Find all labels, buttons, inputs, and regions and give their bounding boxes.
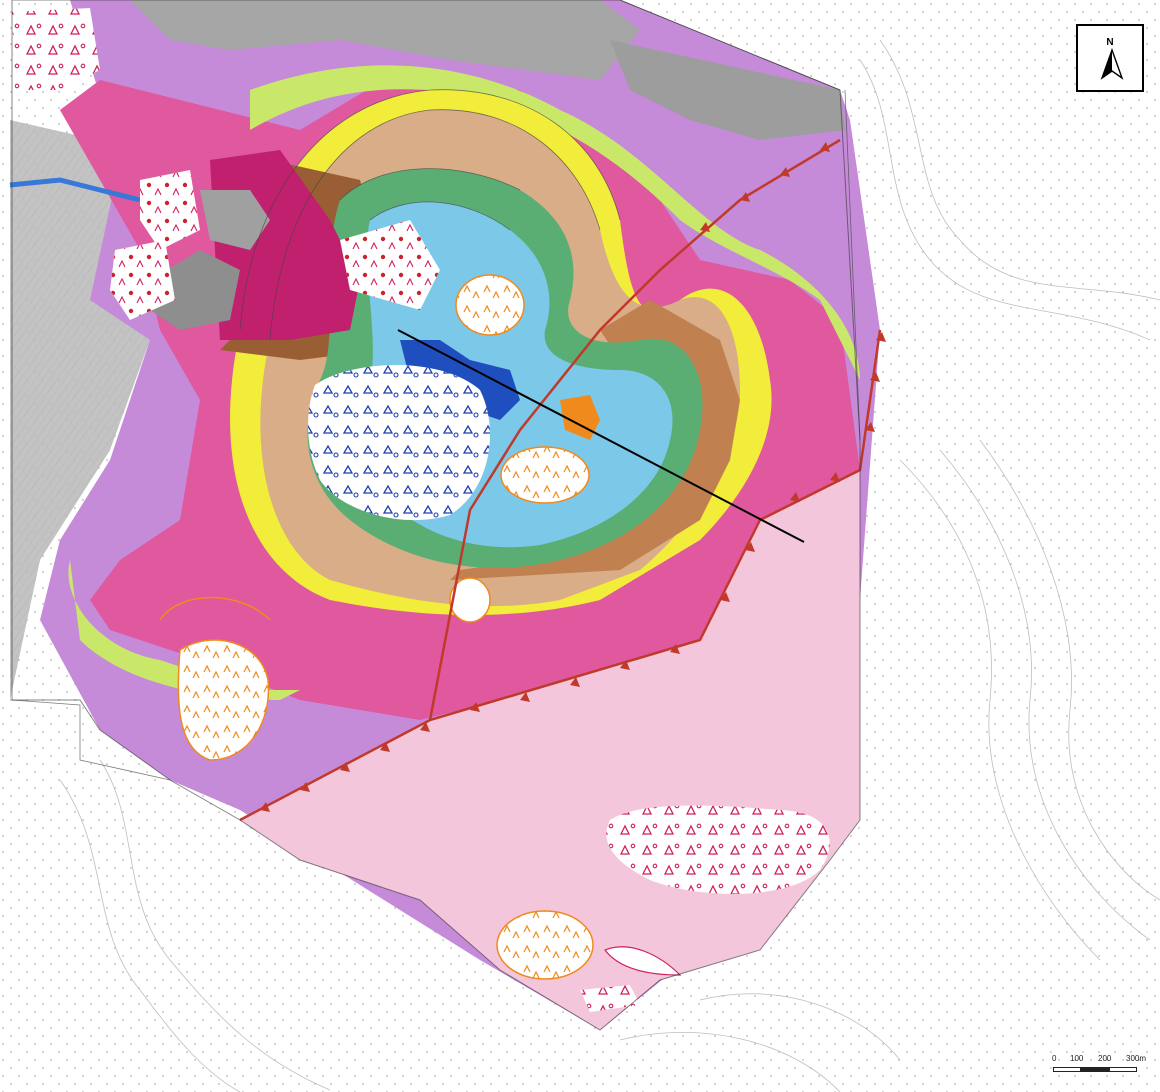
landslide-4-pattern bbox=[178, 640, 269, 760]
north-arrow-icon bbox=[1100, 48, 1124, 80]
thrust-faults bbox=[239, 138, 886, 822]
landslide-4-scarp bbox=[159, 596, 271, 621]
lime-band-southwest bbox=[68, 560, 300, 700]
deposit-s-pattern bbox=[580, 985, 640, 1012]
blue-deposit-pattern bbox=[308, 365, 490, 521]
grey-block-2 bbox=[200, 190, 270, 250]
landslide-2-pattern bbox=[501, 447, 589, 503]
landslide-5-pattern bbox=[497, 911, 593, 979]
scale-segment-1 bbox=[1053, 1067, 1081, 1072]
deposit-rock-3-pattern bbox=[340, 220, 440, 310]
river-channel bbox=[9, 177, 141, 203]
grey-unit-north bbox=[130, 0, 640, 80]
thrust-fault-south bbox=[239, 329, 882, 822]
scale-label-0: 0 bbox=[1052, 1054, 1057, 1063]
brown-belt-east bbox=[450, 300, 740, 580]
map-boundary bbox=[11, 0, 861, 1031]
debris-fan bbox=[604, 946, 682, 976]
landslide-3 bbox=[449, 577, 491, 623]
north-label: N bbox=[1106, 37, 1114, 48]
deposit-nw-pattern bbox=[12, 8, 100, 90]
fault-teeth bbox=[260, 142, 886, 812]
grey-block-1 bbox=[150, 250, 240, 330]
deposit-rock-1-pattern bbox=[140, 170, 200, 250]
scale-segment-2 bbox=[1081, 1067, 1109, 1072]
scale-segment-3 bbox=[1109, 1067, 1137, 1072]
landslide-1-pattern bbox=[456, 275, 524, 335]
north-arrow-box: N bbox=[1076, 24, 1144, 92]
scale-label-100: 100 bbox=[1070, 1054, 1084, 1063]
grey-unit-northeast bbox=[610, 40, 845, 140]
deposits bbox=[12, 8, 830, 1012]
scale-label-300m: 300m bbox=[1126, 1054, 1147, 1063]
orange-sliver bbox=[560, 395, 600, 440]
deposit-rock-2-pattern bbox=[110, 240, 175, 320]
topographic-contours bbox=[59, 39, 1160, 1092]
scale-label-200: 200 bbox=[1098, 1054, 1112, 1063]
scale-bar: 0 100 200 300m bbox=[1052, 1054, 1152, 1084]
cross-section-line bbox=[397, 329, 805, 543]
deposit-se-pattern bbox=[606, 805, 830, 894]
lime-band-north bbox=[250, 65, 860, 380]
